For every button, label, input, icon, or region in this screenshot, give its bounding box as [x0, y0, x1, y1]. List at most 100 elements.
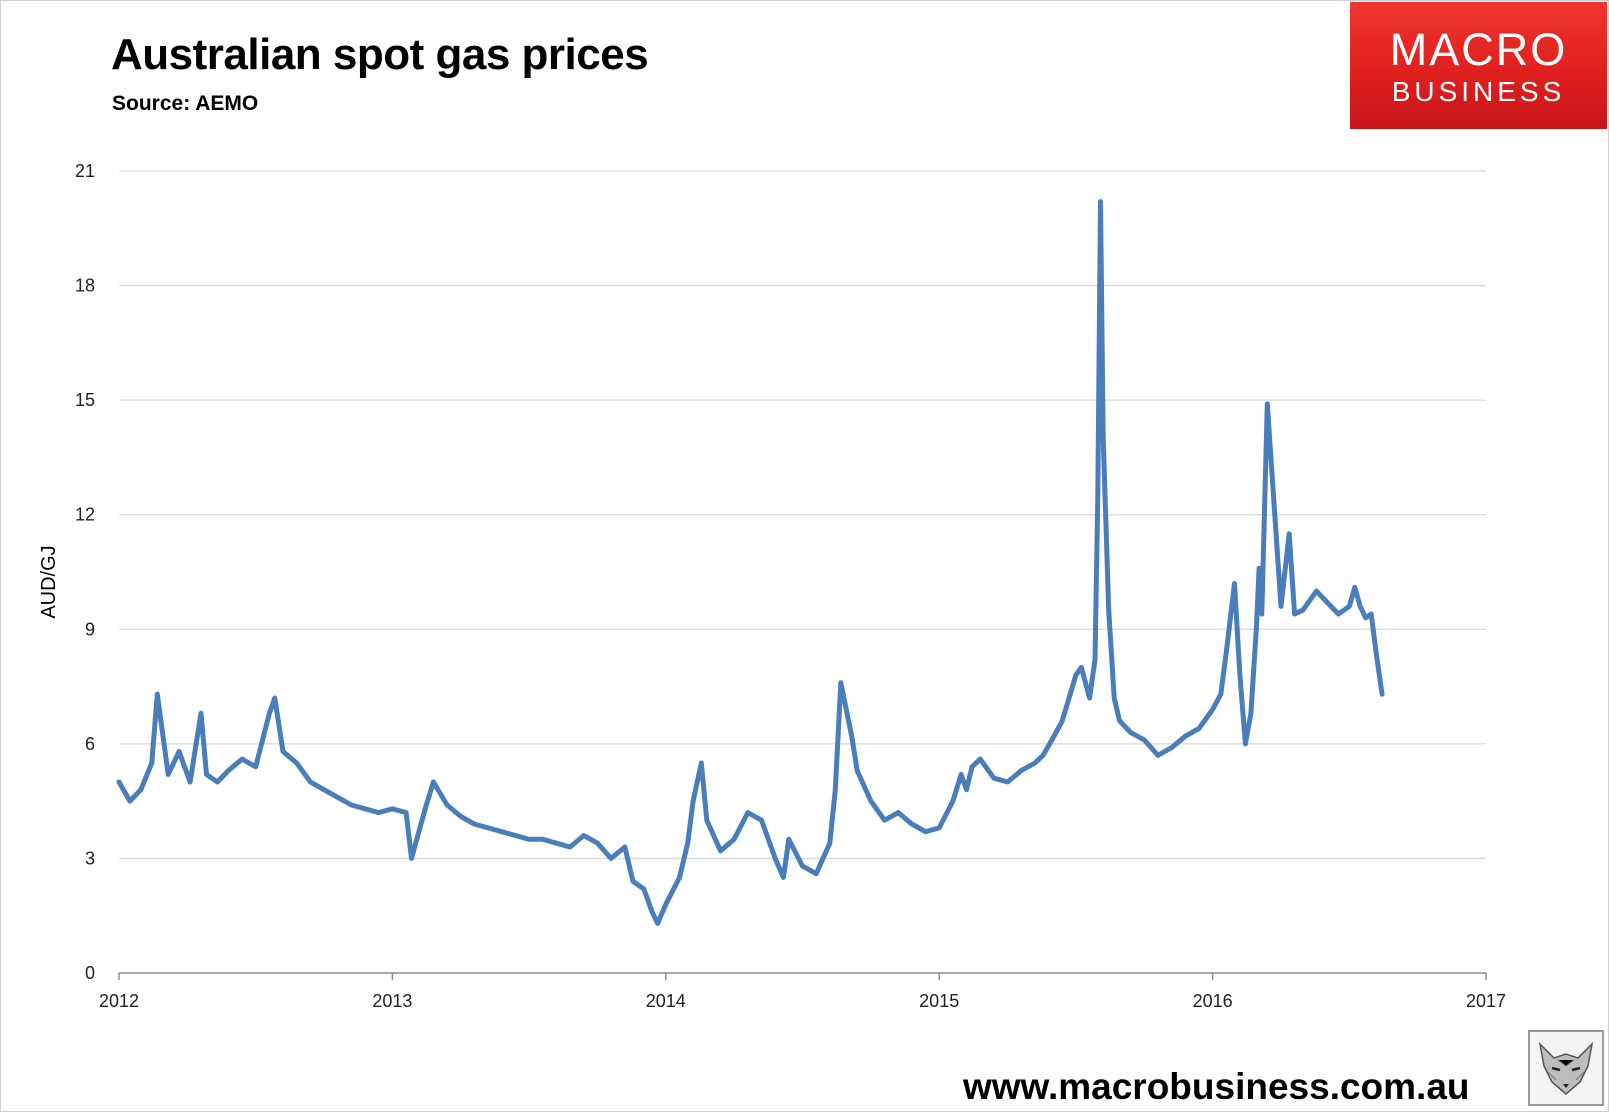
- website-url: www.macrobusiness.com.au: [963, 1066, 1470, 1107]
- data-point: [622, 844, 628, 850]
- data-point: [1243, 741, 1248, 747]
- data-point: [786, 837, 792, 842]
- data-point: [1368, 611, 1374, 617]
- data-point: [964, 787, 969, 792]
- data-point: [854, 768, 860, 773]
- data-point: [1005, 779, 1010, 785]
- data-point: [1218, 691, 1224, 697]
- data-point: [923, 829, 928, 834]
- data-point: [655, 921, 660, 926]
- data-point: [272, 695, 278, 701]
- data-point: [950, 798, 956, 804]
- y-tick-label: 9: [85, 619, 95, 639]
- x-tick-label: 2013: [372, 991, 412, 1011]
- data-point: [1256, 565, 1262, 571]
- data-point: [882, 817, 887, 823]
- data-point: [335, 795, 341, 800]
- data-point: [1254, 627, 1259, 632]
- logo-line-1: MACRO: [1389, 24, 1568, 75]
- data-point: [554, 840, 559, 846]
- data-point: [253, 764, 258, 770]
- x-tick-label: 2016: [1193, 991, 1233, 1011]
- data-point: [1106, 607, 1111, 613]
- data-point: [704, 817, 710, 823]
- data-point: [1325, 600, 1330, 605]
- y-tick-label: 3: [85, 848, 95, 868]
- data-point: [685, 840, 690, 846]
- data-point: [1314, 588, 1319, 594]
- data-point: [895, 810, 901, 815]
- data-point: [444, 802, 450, 808]
- data-point: [458, 814, 464, 819]
- data-point: [294, 760, 300, 766]
- data-point: [1073, 672, 1079, 678]
- data-point: [567, 844, 573, 850]
- data-point: [376, 810, 382, 815]
- data-point: [745, 810, 751, 815]
- data-point: [1232, 581, 1237, 586]
- data-point: [649, 909, 655, 915]
- data-point: [226, 768, 231, 773]
- data-point: [267, 711, 272, 716]
- data-point: [1224, 649, 1229, 655]
- data-point: [1098, 199, 1103, 204]
- data-point: [1051, 733, 1057, 739]
- y-axis-label: AUD/GJ: [38, 545, 60, 618]
- data-point: [472, 821, 477, 827]
- data-point: [1079, 665, 1084, 670]
- y-tick-label: 21: [75, 161, 95, 181]
- y-tick-label: 18: [75, 276, 95, 296]
- data-point: [1259, 611, 1265, 617]
- data-point: [641, 886, 647, 892]
- data-point: [759, 817, 764, 823]
- data-point: [239, 756, 245, 762]
- data-point: [321, 787, 327, 792]
- data-point: [155, 691, 160, 697]
- x-tick-label: 2017: [1466, 991, 1506, 1011]
- chart-subtitle: Source: AEMO: [112, 92, 259, 115]
- data-point: [499, 829, 505, 834]
- data-point: [138, 787, 144, 792]
- y-tick-label: 0: [85, 963, 95, 983]
- data-point: [690, 798, 696, 804]
- data-point: [1100, 436, 1106, 441]
- x-tick-label: 2014: [646, 991, 686, 1011]
- data-point: [540, 837, 546, 842]
- x-tick-label: 2012: [99, 991, 139, 1011]
- data-point: [403, 810, 409, 815]
- data-point: [1095, 493, 1101, 498]
- data-point: [772, 856, 778, 861]
- data-point: [813, 871, 819, 876]
- data-point: [699, 760, 704, 766]
- fox-head-icon: [1528, 1030, 1604, 1106]
- data-point: [1128, 730, 1133, 735]
- data-point: [1196, 726, 1202, 731]
- data-point: [1286, 531, 1292, 537]
- data-point: [149, 760, 155, 766]
- data-point: [958, 772, 964, 777]
- data-point: [581, 833, 587, 838]
- data-point: [204, 772, 209, 777]
- data-point: [1357, 604, 1363, 609]
- data-point: [187, 779, 193, 785]
- data-point: [1248, 711, 1254, 716]
- data-point: [677, 875, 682, 880]
- data-point: [308, 779, 313, 785]
- data-point: [1292, 611, 1297, 617]
- data-point: [969, 764, 975, 770]
- data-point: [362, 806, 368, 812]
- data-point: [280, 749, 286, 754]
- data-point: [116, 779, 122, 785]
- data-point: [1363, 615, 1368, 621]
- data-point: [409, 856, 414, 861]
- data-point: [1347, 604, 1352, 609]
- data-point: [936, 825, 942, 831]
- data-point: [1352, 585, 1358, 590]
- data-point: [1300, 607, 1306, 613]
- macrobusiness-logo: MACRO BUSINESS: [1350, 2, 1607, 129]
- logo-line-2: BUSINESS: [1391, 76, 1566, 107]
- y-tick-label: 12: [75, 505, 95, 525]
- y-tick-label: 6: [85, 734, 95, 754]
- data-point: [1040, 753, 1046, 758]
